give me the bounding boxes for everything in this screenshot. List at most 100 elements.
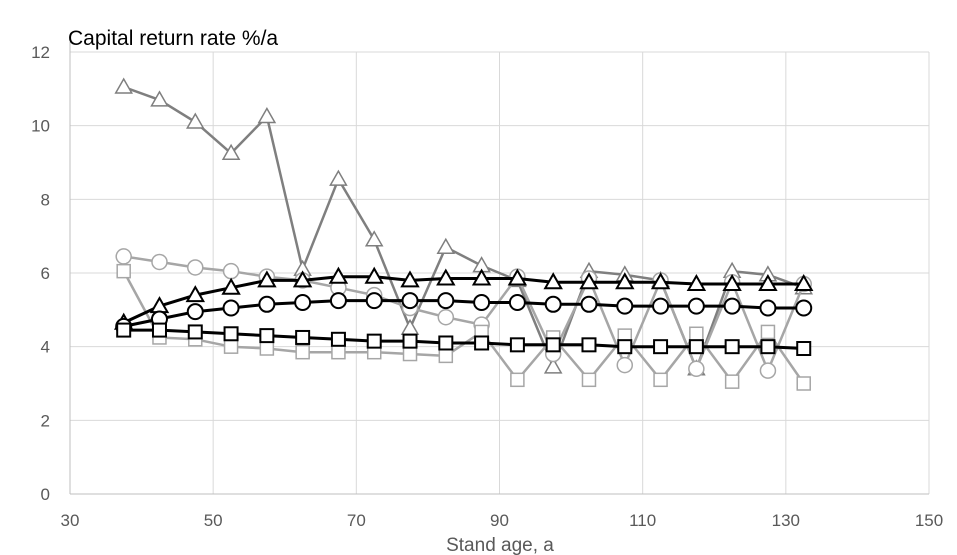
data-point-triangle [221,143,241,161]
data-point-square [689,326,704,342]
data-point-triangle [150,90,169,107]
data-point-triangle [793,273,814,291]
data-point-triangle [257,270,277,288]
series-layer [113,77,814,391]
data-point-square [151,322,167,338]
data-point-square [724,374,740,389]
x-tick-label: 130 [772,511,800,530]
y-tick-label: 2 [41,411,50,430]
x-tick-label: 150 [915,511,943,530]
data-point-square [438,348,454,364]
data-point-triangle [186,112,205,129]
x-tick-label: 70 [347,511,366,530]
data-point-square [295,329,311,345]
data-point-triangle [436,237,456,254]
data-point-square [366,333,382,349]
data-point-circle [652,297,670,315]
data-point-triangle [328,266,349,284]
x-tick-label: 90 [490,511,509,530]
chart-title: Capital return rate %/a [68,27,278,50]
data-point-triangle [543,272,563,290]
data-point-triangle [471,268,492,286]
data-point-triangle [185,285,206,303]
data-point-circle [687,297,705,315]
data-point-square [688,339,704,355]
data-point-square [438,335,454,351]
series-5 [116,322,812,357]
data-point-circle [258,295,276,313]
data-point-circle [544,295,562,313]
data-point-circle [580,295,598,313]
data-point-triangle [686,273,707,291]
data-point-square [617,339,633,355]
data-point-triangle [292,270,313,288]
y-tick-label: 8 [41,190,50,209]
data-point-circle [688,360,705,378]
y-tick-label: 0 [41,485,50,504]
data-point-triangle [543,357,563,374]
x-tick-label: 50 [204,511,223,530]
series-3 [113,266,814,330]
data-point-circle [186,303,204,321]
data-point-triangle [114,77,133,94]
data-point-triangle [579,272,599,290]
data-point-circle [115,248,132,265]
data-point-circle [437,292,455,310]
data-point-triangle [257,106,277,124]
data-point-square [581,337,597,353]
data-point-circle [437,308,455,326]
y-tick-label: 12 [31,43,50,62]
data-point-square [724,339,740,355]
data-point-square [187,324,203,340]
data-point-triangle [364,230,384,247]
data-point-square [259,328,275,344]
data-point-triangle [221,277,241,295]
data-point-square [509,337,525,353]
data-point-square [402,333,418,349]
data-point-square [796,376,811,391]
tick-labels: 0 2 4 6 8 10 12 30 50 70 90 110 130 150 [31,43,943,530]
data-point-triangle [507,268,528,286]
data-point-circle [795,299,813,317]
data-point-triangle [650,272,671,290]
data-point-square [474,335,490,351]
data-point-square [330,331,346,347]
data-point-square [760,324,776,340]
data-point-square [331,344,346,360]
data-point-triangle [758,273,778,291]
data-point-square [796,341,812,357]
data-point-circle [473,293,491,311]
data-point-circle [616,297,634,315]
data-point-square [760,339,776,355]
data-point-square [653,372,668,388]
data-point-triangle [436,268,456,286]
data-point-circle [151,253,168,271]
data-point-triangle [722,273,742,291]
data-point-triangle [615,272,635,290]
data-point-triangle [329,169,348,186]
data-point-circle [616,356,634,374]
data-point-square [402,346,418,362]
data-point-circle [723,297,741,315]
data-point-triangle [400,270,420,288]
data-point-circle [759,362,777,379]
y-tick-label: 6 [41,264,50,283]
data-point-square [510,372,525,388]
data-point-circle [401,292,419,310]
data-point-square [116,322,132,338]
data-point-circle [759,299,777,317]
data-point-square [653,339,669,355]
x-tick-label: 30 [61,511,80,530]
data-point-square [295,344,310,360]
x-tick-label: 110 [629,511,656,530]
data-point-square [259,341,275,356]
data-point-circle [222,299,240,317]
data-point-square [581,372,597,388]
data-point-circle [222,262,240,280]
series-4 [115,292,813,335]
data-point-square [116,263,131,279]
x-axis-title: Stand age, a [446,535,554,555]
axes [69,42,929,495]
